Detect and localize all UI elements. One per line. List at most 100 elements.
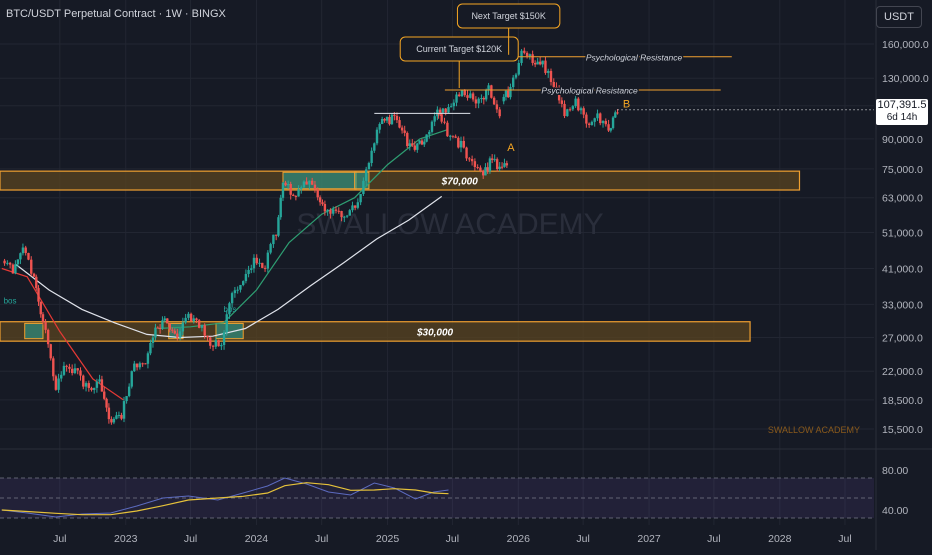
candle [316,189,319,198]
candle [345,215,349,217]
candle [300,187,303,190]
projection-a-candle [454,136,457,138]
candle [258,262,261,264]
bos-label: bos [4,296,17,305]
projection-a-candle [479,167,482,171]
candle [105,398,108,408]
candle [452,102,456,107]
candle [332,209,335,214]
candle [420,140,424,145]
candle [206,335,209,338]
projection-a-candle [490,158,494,160]
projection-a-candle [470,159,474,162]
candle [6,262,9,264]
candle [294,196,298,198]
candle [46,329,50,345]
candle [433,116,436,122]
last-price-tag: 107,391.5 6d 14h [876,99,928,125]
projection-b-candle [533,62,537,65]
candle [173,330,176,334]
candle [117,415,121,417]
candle [98,379,101,382]
projection-b-candle [528,54,532,57]
projection-a-candle [498,166,501,169]
candle [220,344,223,347]
candle [313,184,317,190]
candle [302,181,306,188]
candle [343,216,346,218]
candle [138,363,142,368]
candle [87,383,91,388]
candle [187,313,190,318]
time-axis-tick: Jul [446,533,459,545]
resistance-label: Psychological Resistance [586,52,683,62]
candle [484,90,488,100]
projection-a-candle [488,158,492,172]
projection-b-candle [609,128,613,131]
candle [32,273,36,277]
candle [378,124,381,130]
candle [390,114,394,125]
projection-a-candle [486,167,489,172]
price-axis-tick: 90,000.0 [882,134,923,146]
projection-a-candle [449,135,452,137]
projection-b-candle [536,61,539,65]
candle [286,184,290,186]
projection-b-candle [506,90,510,98]
price-axis-tick: 130,000.0 [882,73,929,85]
candle [334,209,338,211]
bar-countdown: 6d 14h [886,112,918,123]
candle [192,318,195,322]
projection-b-candle [517,62,520,75]
moving-average-line [157,129,447,330]
projection-b-candle [590,121,594,125]
candle [73,368,77,374]
candle [244,273,248,282]
candle [225,314,228,333]
candle [122,401,126,419]
candle [27,252,30,260]
candle [370,150,373,164]
currency-button[interactable]: USDT [876,6,922,28]
candle [449,106,453,108]
projection-b-candle [504,90,508,97]
projection-b-candle [544,60,547,73]
projection-b-candle [587,123,591,125]
projection-a-candle [462,140,465,148]
candle [242,281,245,285]
candle [408,143,411,147]
candle [469,93,472,98]
projection-b-candle [531,54,534,63]
candle [24,247,27,253]
candle [149,342,152,354]
projection-b-candle [604,120,608,125]
candle [277,217,280,236]
candle [487,85,490,91]
candle [388,117,391,125]
candle [321,202,324,205]
candle [16,259,20,265]
candle [383,118,386,121]
candle [438,109,442,113]
candle [189,313,193,322]
candle [44,322,47,330]
candle [228,303,231,315]
bos-label: bos [224,305,237,314]
candle [178,331,182,338]
projection-b-candle [577,98,580,111]
candle [57,378,60,390]
candle [292,194,295,197]
candle [362,180,365,194]
candle [255,257,258,264]
projection-b-candle [566,109,569,117]
candle [413,145,416,150]
candle [230,293,234,304]
candle [480,98,483,100]
projection-a-candle [443,121,446,123]
candle [209,337,212,346]
candle [458,94,461,97]
candle [482,98,486,100]
projection-a-candle [500,166,504,168]
